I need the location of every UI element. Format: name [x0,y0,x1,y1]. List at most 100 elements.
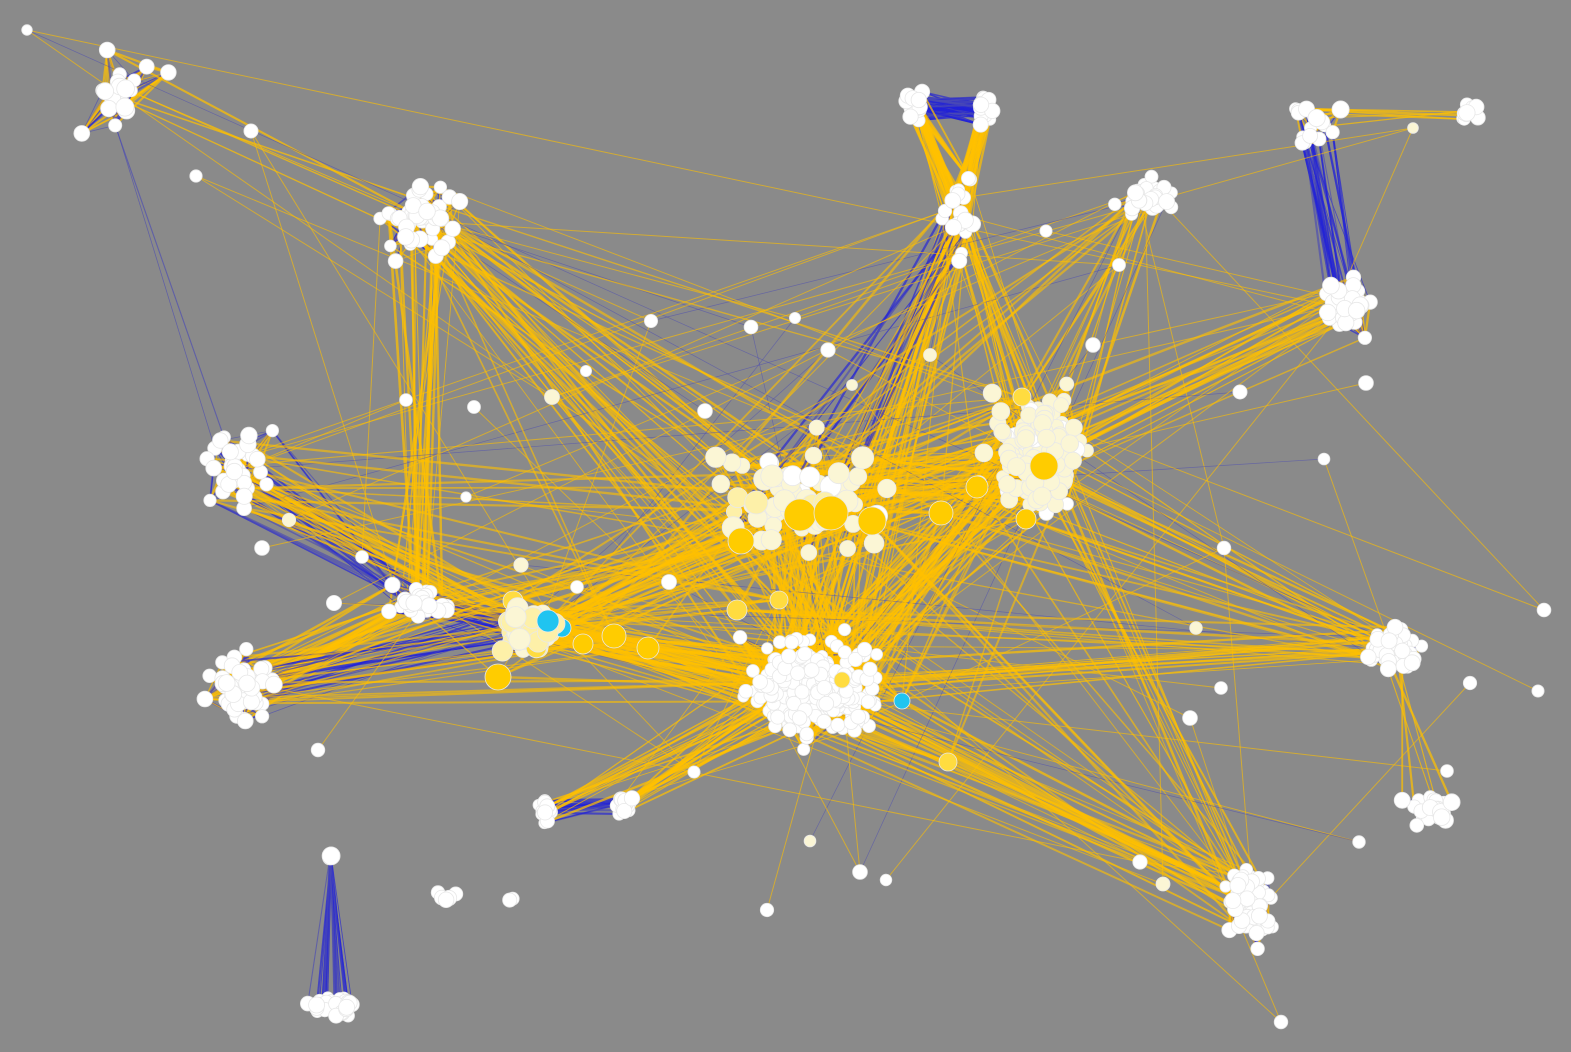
graph-node[interactable] [1273,1014,1289,1030]
graph-node[interactable] [797,646,813,662]
graph-node[interactable] [857,506,887,536]
graph-node[interactable] [636,636,660,660]
graph-node[interactable] [644,313,659,328]
graph-node[interactable] [1317,452,1331,466]
graph-node[interactable] [504,606,527,628]
graph-node[interactable] [240,426,258,445]
graph-node[interactable] [862,661,878,677]
graph-node[interactable] [711,474,731,494]
graph-node[interactable] [902,108,919,125]
graph-node[interactable] [780,648,797,665]
graph-node[interactable] [1357,330,1373,345]
graph-node[interactable] [116,79,135,99]
graph-node[interactable] [850,708,866,725]
graph-node[interactable] [217,674,236,692]
graph-node[interactable] [572,633,594,655]
graph-node[interactable] [1127,184,1144,202]
graph-node[interactable] [846,379,858,391]
graph-node[interactable] [743,319,759,335]
graph-node[interactable] [1060,434,1080,453]
graph-node[interactable] [1325,125,1340,140]
graph-node[interactable] [1108,197,1122,212]
graph-node[interactable] [433,239,451,257]
graph-node[interactable] [761,642,774,655]
graph-node[interactable] [444,220,461,238]
graph-node[interactable] [420,597,438,615]
graph-node[interactable] [623,790,641,807]
graph-node[interactable] [502,892,518,908]
graph-node[interactable] [799,726,814,742]
graph-node[interactable] [974,443,994,463]
graph-node[interactable] [744,490,769,515]
graph-node[interactable] [789,311,802,324]
graph-node[interactable] [769,590,789,610]
graph-node[interactable] [1248,925,1265,942]
graph-node[interactable] [923,348,937,362]
graph-node[interactable] [697,403,713,419]
graph-node[interactable] [965,475,989,499]
graph-node[interactable] [773,635,787,649]
graph-node[interactable] [961,170,976,186]
graph-node[interactable] [115,97,135,117]
graph-node[interactable] [770,709,786,725]
graph-node[interactable] [212,432,229,449]
graph-node[interactable] [338,998,356,1016]
graph-node[interactable] [893,692,911,710]
graph-node[interactable] [1158,193,1175,211]
graph-node[interactable] [827,462,850,485]
graph-node[interactable] [910,91,927,109]
graph-node[interactable] [225,462,243,481]
graph-node[interactable] [1352,835,1366,849]
graph-node[interactable] [813,495,849,531]
graph-node[interactable] [355,550,369,564]
graph-node[interactable] [259,477,274,492]
graph-node[interactable] [782,722,798,738]
graph-node[interactable] [732,630,748,645]
graph-node[interactable] [1029,451,1059,481]
graph-node[interactable] [265,675,283,694]
graph-node[interactable] [804,446,823,465]
graph-node[interactable] [1059,376,1075,392]
graph-node[interactable] [235,487,253,505]
graph-node[interactable] [437,891,455,909]
graph-node[interactable] [687,765,701,779]
graph-node[interactable] [160,64,177,81]
graph-node[interactable] [1403,654,1421,672]
graph-node[interactable] [1182,710,1198,726]
graph-node[interactable] [537,804,554,821]
graph-node[interactable] [1394,642,1411,659]
graph-node[interactable] [1442,793,1461,811]
graph-node[interactable] [580,364,593,377]
graph-node[interactable] [248,450,266,468]
graph-node[interactable] [863,533,885,554]
graph-node[interactable] [928,500,954,526]
graph-node[interactable] [418,202,436,221]
graph-node[interactable] [1360,648,1377,666]
graph-node[interactable] [726,599,748,621]
graph-node[interactable] [1380,632,1398,650]
graph-node[interactable] [856,641,873,658]
graph-node[interactable] [816,713,832,729]
graph-node[interactable] [1251,907,1268,925]
graph-node[interactable] [1224,892,1242,909]
graph-node[interactable] [381,603,397,620]
graph-node[interactable] [536,609,560,633]
graph-node[interactable] [837,645,852,660]
graph-node[interactable] [100,100,118,118]
graph-node[interactable] [616,803,633,820]
graph-node[interactable] [790,665,806,681]
graph-node[interactable] [786,695,802,712]
graph-node[interactable] [839,540,856,557]
graph-node[interactable] [189,169,203,183]
graph-node[interactable] [803,662,820,678]
graph-node[interactable] [460,491,472,503]
graph-node[interactable] [738,683,754,699]
graph-node[interactable] [746,664,760,678]
graph-node[interactable] [784,635,799,650]
graph-node[interactable] [237,712,254,730]
graph-node[interactable] [944,192,961,209]
graph-node[interactable] [138,58,155,75]
graph-node[interactable] [254,540,270,556]
graph-node[interactable] [998,475,1017,494]
graph-node[interactable] [1358,375,1374,391]
